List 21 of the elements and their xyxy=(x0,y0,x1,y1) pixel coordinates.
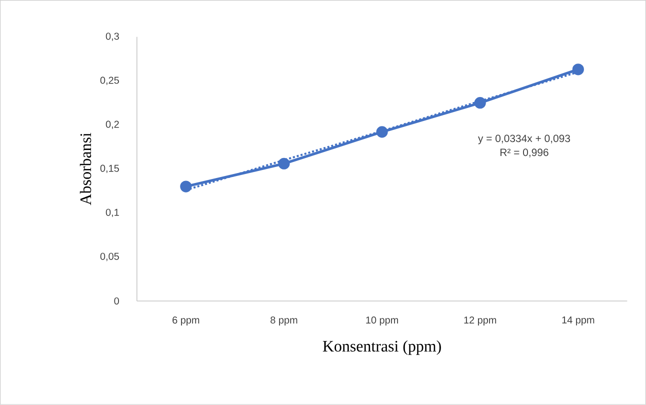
x-tick-label: 6 ppm xyxy=(172,316,200,326)
y-tick-label: 0 xyxy=(114,298,119,305)
point xyxy=(376,126,388,138)
x-tick-label: 8 ppm xyxy=(270,316,298,326)
annotation: R² = 0,996 xyxy=(500,148,548,158)
point xyxy=(474,97,486,109)
x-axis-title: Konsentrasi (ppm) xyxy=(322,340,441,355)
x-tick-label: 14 ppm xyxy=(562,316,594,326)
y-tick-label: 0,2 xyxy=(106,120,119,130)
y-axis-title: Absorbansi xyxy=(80,132,92,206)
point xyxy=(278,158,290,170)
y-tick-label: 0,25 xyxy=(100,76,119,86)
point xyxy=(180,180,192,192)
annotation: y = 0,0334x + 0,093 xyxy=(478,134,570,144)
y-tick-label: 0,15 xyxy=(100,164,119,174)
x-tick-label: 12 ppm xyxy=(464,316,496,326)
y-tick-label: 0,1 xyxy=(106,208,119,218)
y-tick-label: 0,3 xyxy=(106,32,119,42)
y-tick-label: 0,05 xyxy=(100,252,119,262)
point xyxy=(572,64,584,76)
x-tick-label: 10 ppm xyxy=(366,316,398,326)
